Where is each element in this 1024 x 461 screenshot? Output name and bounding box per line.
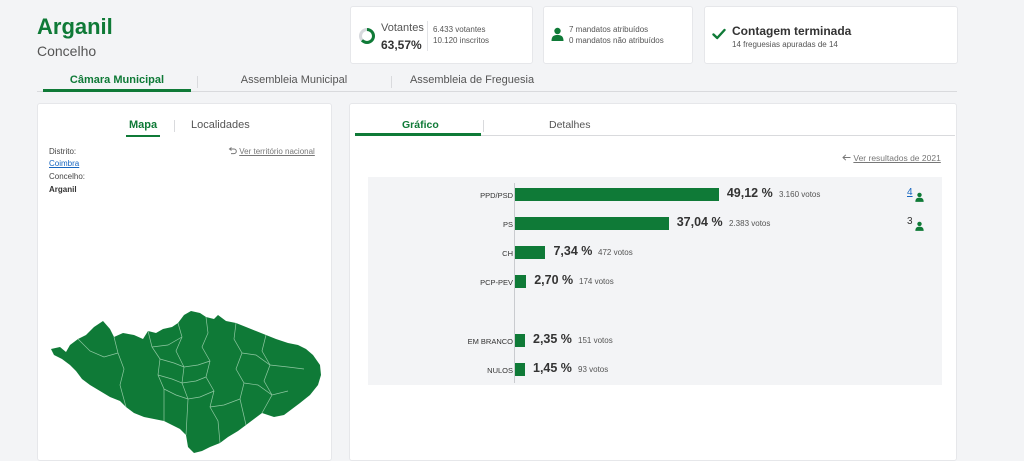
turnout-label: Votantes (381, 22, 424, 34)
result-percent: 2,35 % (533, 332, 572, 346)
person-icon (915, 218, 924, 236)
distrito-link[interactable]: Coimbra (49, 159, 80, 168)
national-territory-label: Ver território nacional (239, 147, 315, 156)
tab-assembleia-freguesia[interactable]: Assembleia de Freguesia (409, 74, 535, 86)
active-tab-indicator (355, 133, 481, 136)
undo-icon (228, 147, 237, 155)
tab-separator (174, 120, 175, 132)
results-tabs: Gráfico Detalhes (355, 116, 955, 136)
concelho-value: Arganil (49, 185, 77, 194)
party-label: PS (502, 220, 513, 229)
party-label: EM BRANCO (467, 337, 513, 346)
result-percent: 1,45 % (533, 361, 572, 375)
turnout-percent: 63,57% (381, 38, 422, 52)
municipality-subtitle: Concelho (37, 43, 97, 59)
municipality-map[interactable] (48, 309, 323, 459)
chart-axis (514, 183, 515, 383)
tab-separator (483, 120, 484, 132)
result-row: PCP-PEV 2,70 % 174 votos (368, 273, 942, 289)
result-row: EM BRANCO 2,35 % 151 votos (368, 332, 942, 348)
results-bar-chart: PPD/PSD 49,12 % 3.160 votos 4 PS 37,04 % 2.383… (368, 177, 942, 385)
concelho-label: Concelho: (49, 172, 86, 181)
count-status-card: Contagem terminada 14 freguesias apurada… (704, 6, 958, 64)
turnout-votantes: 6.433 votantes (433, 25, 486, 34)
parish-borders (77, 316, 305, 444)
check-icon (712, 28, 726, 40)
result-bar (515, 334, 525, 347)
result-votes: 174 votos (579, 277, 614, 286)
tab-camara-municipal[interactable]: Câmara Municipal (69, 74, 165, 86)
result-row: PS 37,04 % 2.383 votos 3 (368, 215, 942, 231)
turnout-card: Votantes 63,57% 6.433 votantes 10.120 in… (350, 6, 533, 64)
tab-separator (391, 76, 392, 88)
result-percent: 37,04 % (676, 215, 723, 229)
count-status-title: Contagem terminada (732, 24, 852, 38)
result-votes: 151 votos (578, 336, 613, 345)
result-votes: 472 votos (598, 248, 633, 257)
result-bar (515, 217, 669, 230)
tab-mapa[interactable]: Mapa (129, 119, 158, 131)
municipality-map-shape[interactable] (51, 311, 321, 453)
party-label: PPD/PSD (480, 191, 513, 200)
result-percent: 2,70 % (534, 273, 574, 287)
result-row: NULOS 1,45 % 93 votos (368, 361, 942, 377)
tab-localidades[interactable]: Localidades (191, 119, 250, 131)
result-bar (515, 275, 527, 288)
election-tabs: Câmara Municipal Assembleia Municipal As… (37, 72, 957, 92)
party-label: NULOS (487, 366, 513, 375)
party-label: CH (502, 249, 513, 258)
result-mandates: 3 (907, 216, 913, 227)
result-bar (515, 246, 546, 259)
result-bar (515, 188, 719, 201)
arrow-left-icon (842, 154, 851, 161)
turnout-ring-icon (359, 28, 375, 44)
tab-assembleia-municipal[interactable]: Assembleia Municipal (240, 74, 348, 86)
result-percent: 49,12 % (726, 186, 773, 200)
count-status-subtitle: 14 freguesias apuradas de 14 (732, 40, 838, 49)
result-bar (515, 363, 525, 376)
tab-separator (197, 76, 198, 88)
result-row: CH 7,34 % 472 votos (368, 244, 942, 260)
mandates-card: 7 mandatos atribuídos 0 mandatos não atr… (543, 6, 693, 64)
previous-results-label: Ver resultados de 2021 (853, 153, 941, 163)
tab-grafico[interactable]: Gráfico (402, 119, 439, 131)
result-votes: 93 votos (578, 365, 609, 374)
map-panel: Mapa Localidades Ver território nacional… (37, 103, 332, 461)
distrito-label: Distrito: (49, 147, 77, 156)
results-panel: Gráfico Detalhes Ver resultados de 2021 … (349, 103, 957, 461)
result-votes: 3.160 votos (779, 190, 821, 199)
turnout-inscritos: 10.120 inscritos (433, 36, 490, 45)
party-label: PCP-PEV (480, 278, 513, 287)
previous-results-link[interactable]: Ver resultados de 2021 (842, 153, 941, 163)
active-tab-indicator (126, 135, 160, 137)
active-tab-indicator (43, 89, 191, 92)
turnout-divider (427, 21, 428, 51)
result-row: PPD/PSD 49,12 % 3.160 votos 4 (368, 186, 942, 202)
result-percent: 7,34 % (553, 244, 593, 258)
person-icon (915, 189, 924, 207)
mandates-unattributed: 0 mandatos não atribuídos (569, 36, 664, 45)
municipality-title: Arganil (37, 14, 113, 39)
person-icon (551, 27, 564, 41)
mandates-attributed: 7 mandatos atribuídos (569, 25, 649, 34)
national-territory-link[interactable]: Ver território nacional (228, 147, 315, 156)
result-mandates[interactable]: 4 (907, 187, 913, 198)
tab-detalhes[interactable]: Detalhes (549, 119, 591, 131)
result-votes: 2.383 votos (729, 219, 771, 228)
